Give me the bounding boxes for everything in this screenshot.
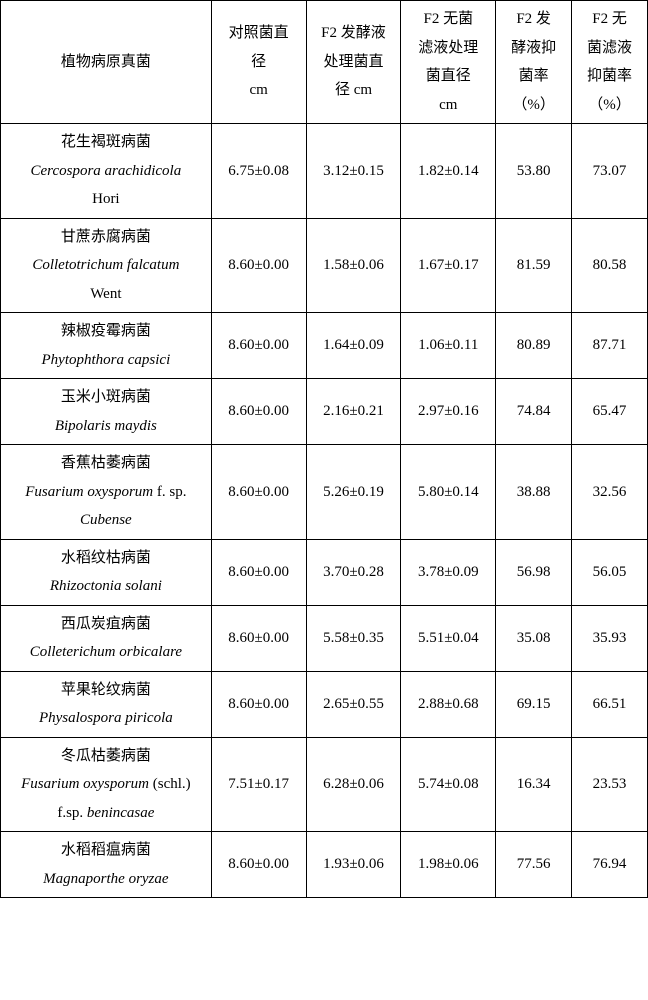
fungus-name-cell: 西瓜炭疽病菌Colleterichum orbicalare (1, 605, 212, 671)
value-cell: 74.84 (496, 379, 572, 445)
value-cell: 8.60±0.00 (211, 218, 306, 313)
fungus-name-cell: 香蕉枯萎病菌Fusarium oxysporum f. sp.Cubense (1, 445, 212, 540)
value-cell: 5.58±0.35 (306, 605, 401, 671)
header-f2-ferment-diameter: F2 发酵液 处理菌直 径 cm (306, 1, 401, 124)
value-cell: 1.58±0.06 (306, 218, 401, 313)
value-cell: 53.80 (496, 124, 572, 219)
value-cell: 5.74±0.08 (401, 737, 496, 832)
table-row: 香蕉枯萎病菌Fusarium oxysporum f. sp.Cubense8.… (1, 445, 648, 540)
value-cell: 8.60±0.00 (211, 379, 306, 445)
value-cell: 23.53 (572, 737, 648, 832)
value-cell: 2.65±0.55 (306, 671, 401, 737)
table-row: 辣椒疫霉病菌Phytophthora capsici8.60±0.001.64±… (1, 313, 648, 379)
value-cell: 1.98±0.06 (401, 832, 496, 898)
value-cell: 2.16±0.21 (306, 379, 401, 445)
value-cell: 8.60±0.00 (211, 539, 306, 605)
value-cell: 7.51±0.17 (211, 737, 306, 832)
fungus-name-cell: 花生褐斑病菌Cercospora arachidicolaHori (1, 124, 212, 219)
value-cell: 5.51±0.04 (401, 605, 496, 671)
value-cell: 8.60±0.00 (211, 445, 306, 540)
value-cell: 1.82±0.14 (401, 124, 496, 219)
value-cell: 56.98 (496, 539, 572, 605)
header-control-diameter: 对照菌直 径 cm (211, 1, 306, 124)
value-cell: 8.60±0.00 (211, 671, 306, 737)
value-cell: 1.93±0.06 (306, 832, 401, 898)
value-cell: 5.80±0.14 (401, 445, 496, 540)
fungus-name-cell: 水稻稻瘟病菌Magnaporthe oryzae (1, 832, 212, 898)
table-header-row: 植物病原真菌 对照菌直 径 cm F2 发酵液 处理菌直 径 cm F2 无菌 … (1, 1, 648, 124)
header-f2-ferment-rate: F2 发 酵液抑 菌率 （%） (496, 1, 572, 124)
value-cell: 77.56 (496, 832, 572, 898)
header-f2-filtrate-rate: F2 无 菌滤液 抑菌率 （%） (572, 1, 648, 124)
value-cell: 3.12±0.15 (306, 124, 401, 219)
table-row: 西瓜炭疽病菌Colleterichum orbicalare8.60±0.005… (1, 605, 648, 671)
value-cell: 6.28±0.06 (306, 737, 401, 832)
header-f2-filtrate-diameter: F2 无菌 滤液处理 菌直径 cm (401, 1, 496, 124)
value-cell: 66.51 (572, 671, 648, 737)
table-row: 甘蔗赤腐病菌Colletotrichum falcatumWent8.60±0.… (1, 218, 648, 313)
value-cell: 87.71 (572, 313, 648, 379)
value-cell: 3.78±0.09 (401, 539, 496, 605)
value-cell: 8.60±0.00 (211, 605, 306, 671)
value-cell: 1.67±0.17 (401, 218, 496, 313)
header-name: 植物病原真菌 (1, 1, 212, 124)
value-cell: 8.60±0.00 (211, 313, 306, 379)
fungus-name-cell: 苹果轮纹病菌Physalospora piricola (1, 671, 212, 737)
value-cell: 65.47 (572, 379, 648, 445)
value-cell: 76.94 (572, 832, 648, 898)
value-cell: 2.88±0.68 (401, 671, 496, 737)
value-cell: 5.26±0.19 (306, 445, 401, 540)
value-cell: 56.05 (572, 539, 648, 605)
fungus-name-cell: 冬瓜枯萎病菌Fusarium oxysporum (schl.)f.sp. be… (1, 737, 212, 832)
value-cell: 3.70±0.28 (306, 539, 401, 605)
value-cell: 1.06±0.11 (401, 313, 496, 379)
value-cell: 73.07 (572, 124, 648, 219)
table-row: 玉米小斑病菌Bipolaris maydis8.60±0.002.16±0.21… (1, 379, 648, 445)
fungus-name-cell: 辣椒疫霉病菌Phytophthora capsici (1, 313, 212, 379)
fungus-inhibition-table: 植物病原真菌 对照菌直 径 cm F2 发酵液 处理菌直 径 cm F2 无菌 … (0, 0, 648, 898)
value-cell: 80.58 (572, 218, 648, 313)
table-row: 水稻纹枯病菌Rhizoctonia solani8.60±0.003.70±0.… (1, 539, 648, 605)
value-cell: 16.34 (496, 737, 572, 832)
value-cell: 80.89 (496, 313, 572, 379)
table-row: 苹果轮纹病菌Physalospora piricola8.60±0.002.65… (1, 671, 648, 737)
value-cell: 35.93 (572, 605, 648, 671)
value-cell: 81.59 (496, 218, 572, 313)
value-cell: 69.15 (496, 671, 572, 737)
fungus-name-cell: 甘蔗赤腐病菌Colletotrichum falcatumWent (1, 218, 212, 313)
value-cell: 35.08 (496, 605, 572, 671)
fungus-name-cell: 玉米小斑病菌Bipolaris maydis (1, 379, 212, 445)
value-cell: 1.64±0.09 (306, 313, 401, 379)
table-row: 冬瓜枯萎病菌Fusarium oxysporum (schl.)f.sp. be… (1, 737, 648, 832)
value-cell: 2.97±0.16 (401, 379, 496, 445)
fungus-name-cell: 水稻纹枯病菌Rhizoctonia solani (1, 539, 212, 605)
value-cell: 6.75±0.08 (211, 124, 306, 219)
value-cell: 38.88 (496, 445, 572, 540)
table-row: 水稻稻瘟病菌Magnaporthe oryzae8.60±0.001.93±0.… (1, 832, 648, 898)
value-cell: 8.60±0.00 (211, 832, 306, 898)
value-cell: 32.56 (572, 445, 648, 540)
table-row: 花生褐斑病菌Cercospora arachidicolaHori6.75±0.… (1, 124, 648, 219)
